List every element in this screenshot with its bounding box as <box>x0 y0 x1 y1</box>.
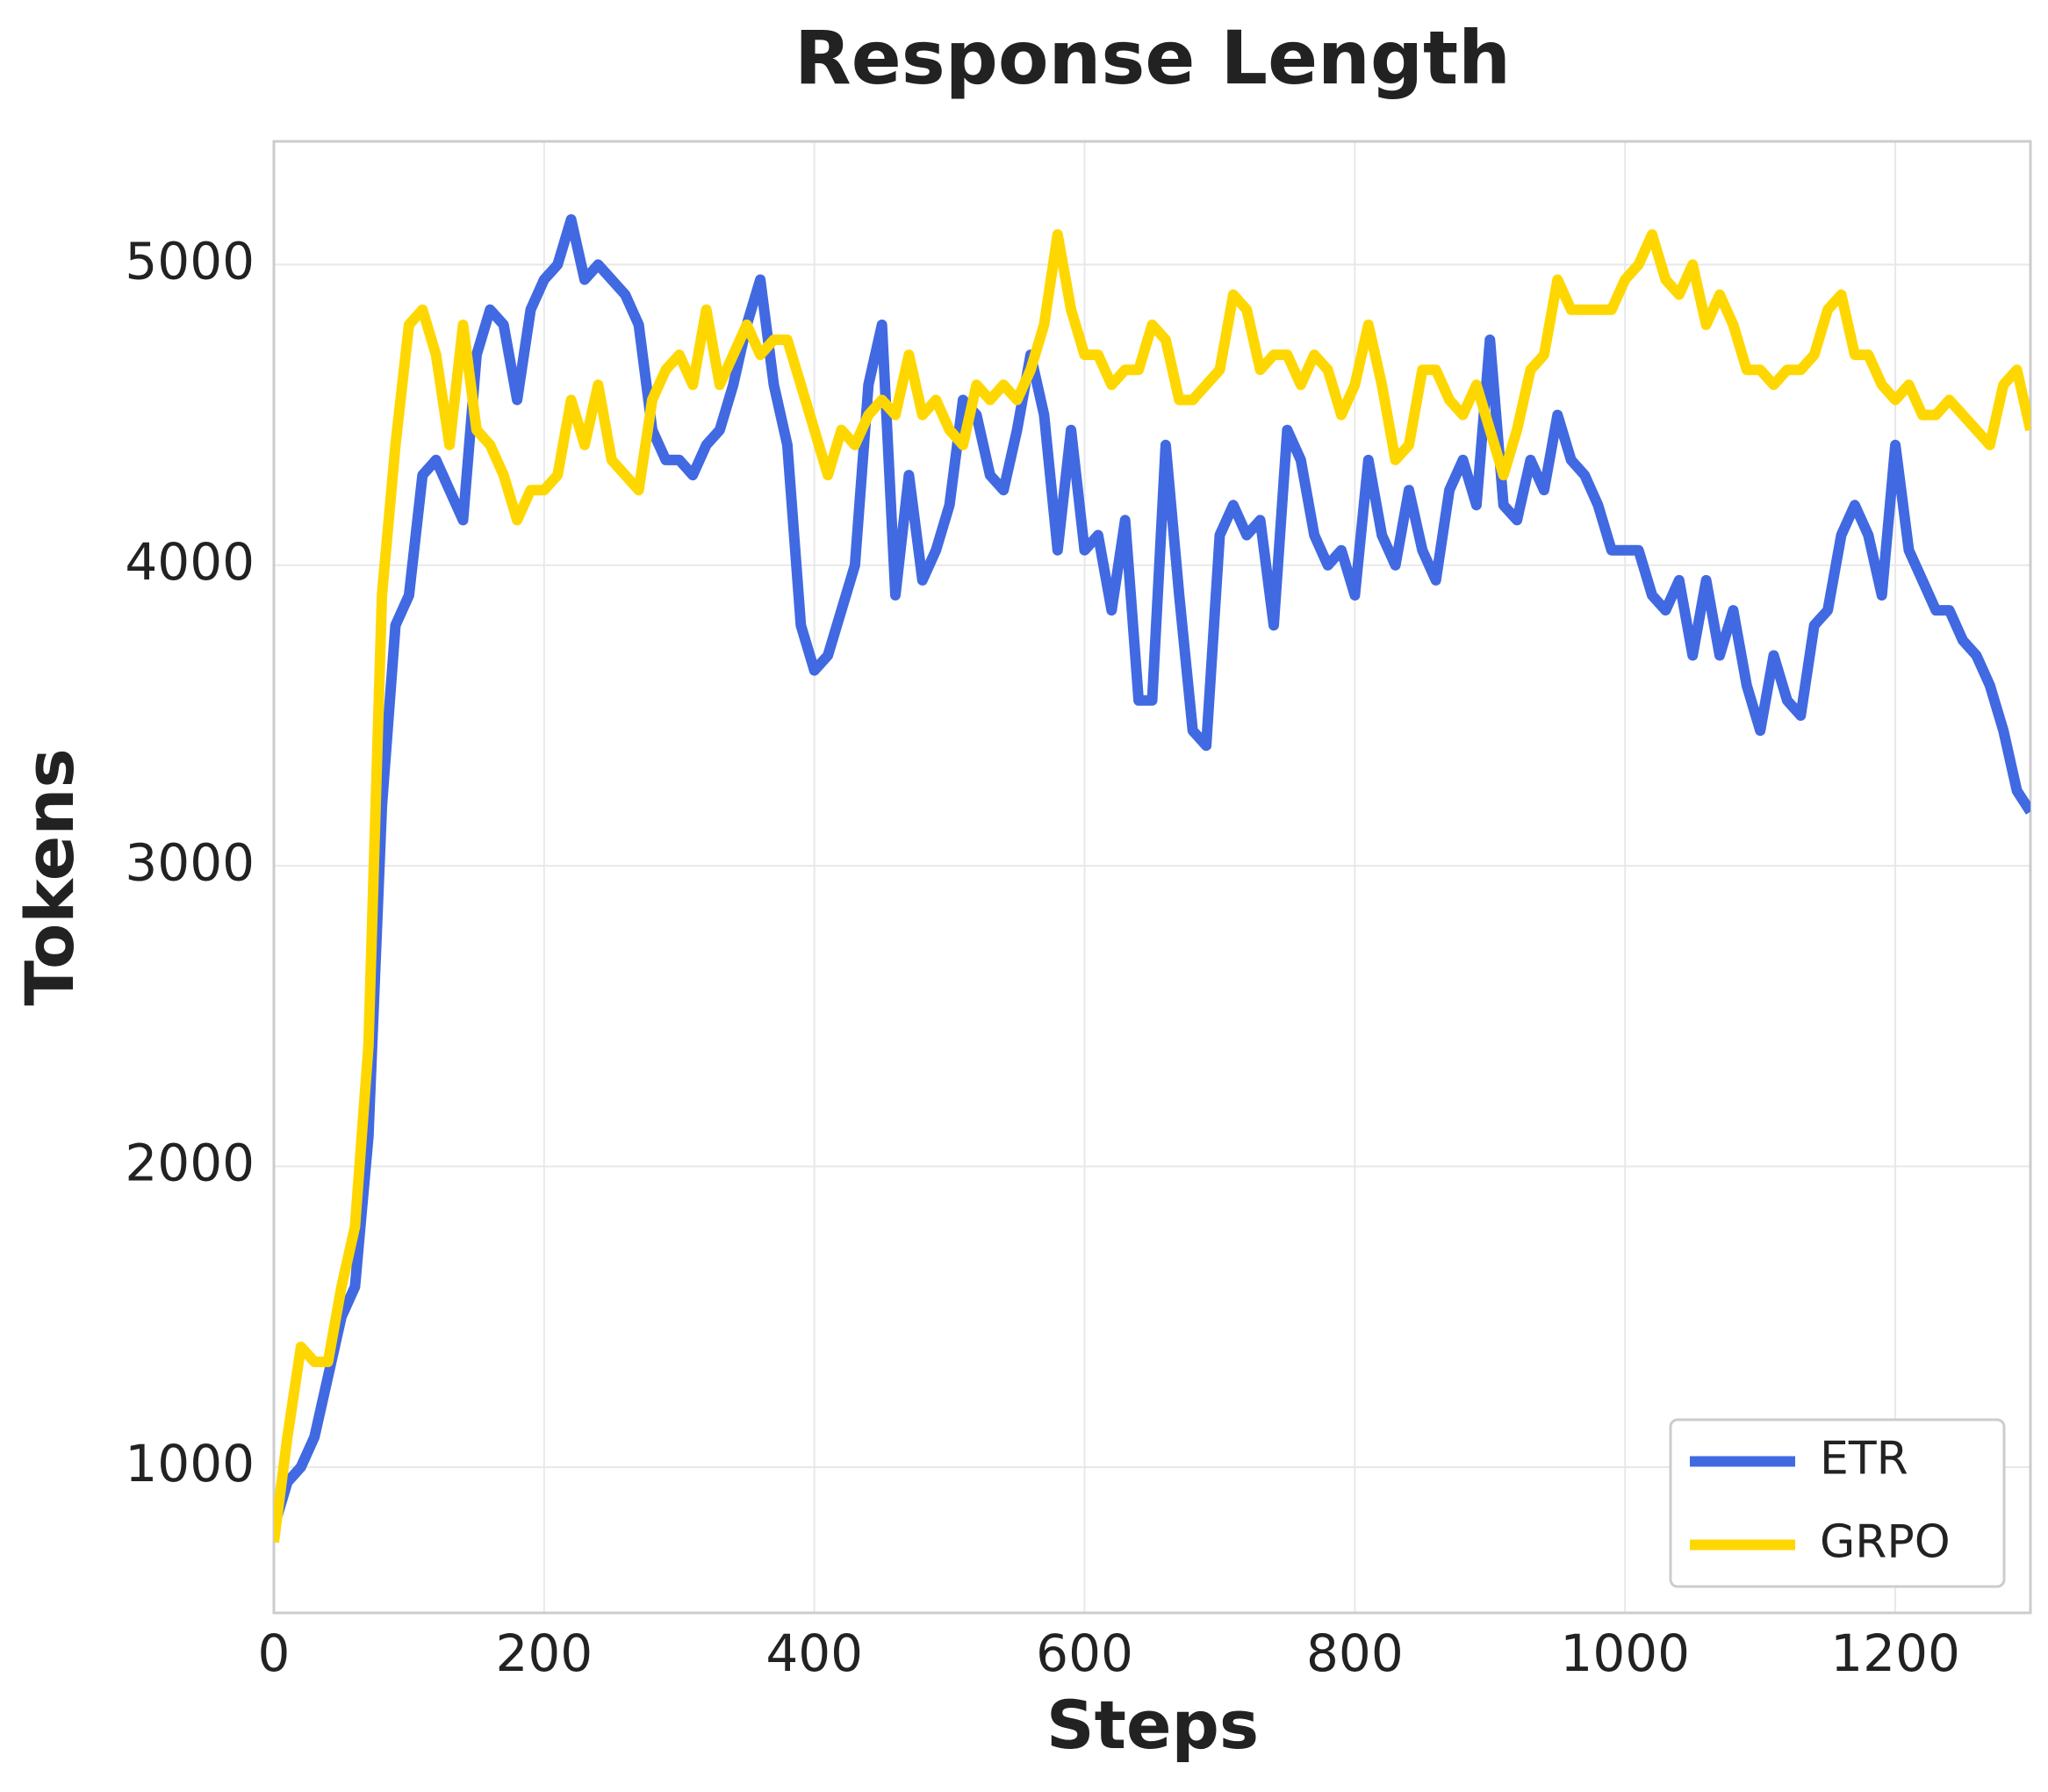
x-axis-label: Steps <box>1046 1686 1259 1764</box>
x-tick-label: 1000 <box>1560 1623 1690 1683</box>
line <box>274 214 2030 1529</box>
x-tick-label: 600 <box>1036 1623 1133 1683</box>
y-tick-label: 2000 <box>125 1133 255 1193</box>
y-axis-label: Tokens <box>11 748 89 1005</box>
x-tick-label: 800 <box>1306 1623 1404 1683</box>
x-tick-label: 400 <box>765 1623 863 1683</box>
legend-label: ETR <box>1820 1433 1908 1486</box>
line <box>274 229 2030 1544</box>
x-tick-label: 200 <box>495 1623 593 1683</box>
chart-title: Response Length <box>794 15 1511 101</box>
y-tick-label: 3000 <box>125 832 255 892</box>
y-tick-label: 4000 <box>125 532 255 592</box>
x-tick-label: 0 <box>258 1623 291 1683</box>
y-tick-label: 5000 <box>125 231 255 291</box>
plot-frame <box>272 140 2032 1615</box>
y-tick-label: 1000 <box>125 1434 255 1493</box>
x-tick-label: 1200 <box>1830 1623 1960 1683</box>
legend-label: GRPO <box>1820 1516 1951 1569</box>
